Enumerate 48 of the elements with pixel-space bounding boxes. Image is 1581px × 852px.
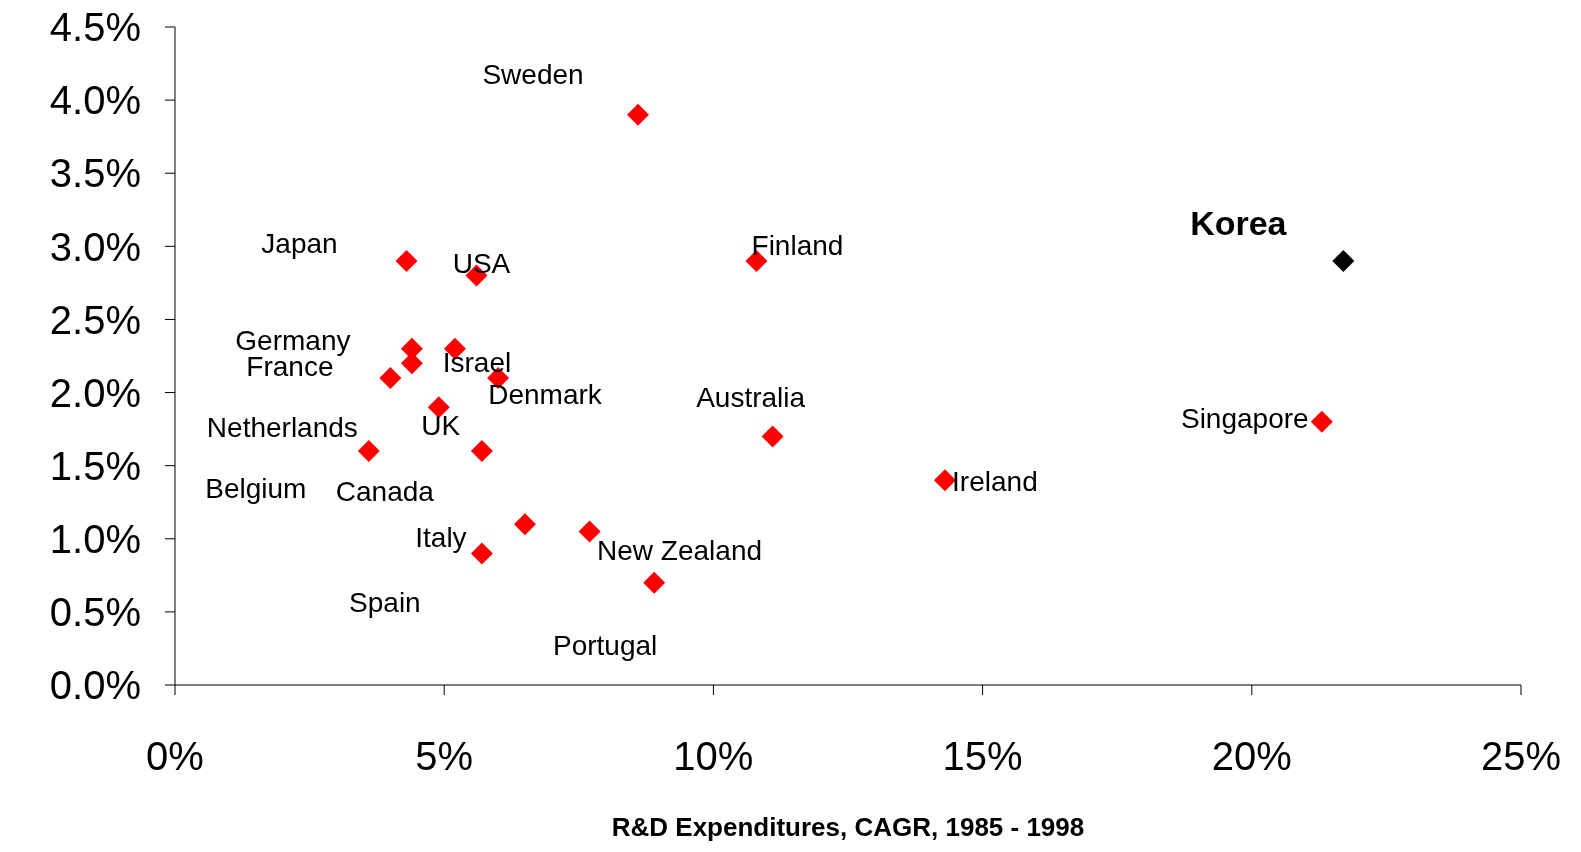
point bbox=[933, 469, 956, 492]
annotation: Finland bbox=[751, 230, 844, 262]
y-tick-label: 2.0% bbox=[49, 370, 141, 415]
annotation: Spain bbox=[349, 586, 421, 618]
annotation: UK bbox=[421, 409, 461, 441]
point bbox=[379, 366, 402, 389]
point bbox=[470, 440, 493, 463]
point bbox=[1310, 410, 1333, 433]
y-tick-label: 1.5% bbox=[49, 443, 141, 488]
x-tick-label: 25% bbox=[1480, 734, 1562, 779]
annotation: Israel bbox=[442, 347, 512, 379]
x-tick-label: 20% bbox=[1211, 734, 1292, 779]
annotation: Denmark bbox=[488, 379, 603, 411]
point bbox=[761, 425, 784, 448]
y-tick-label: 1.0% bbox=[49, 516, 141, 561]
x-tick-label: 5% bbox=[415, 734, 474, 779]
annotation: Netherlands bbox=[206, 412, 358, 444]
y-tick-label: 2.5% bbox=[49, 297, 141, 342]
annotation: USA bbox=[452, 248, 511, 280]
point bbox=[513, 513, 536, 536]
annotation: Belgium bbox=[205, 472, 307, 504]
point bbox=[578, 520, 601, 543]
y-tick-label: 4.0% bbox=[49, 78, 141, 123]
annotation: Canada bbox=[335, 475, 435, 507]
y-tick-label: 3.5% bbox=[49, 151, 141, 196]
x-tick-label: 10% bbox=[673, 734, 754, 779]
annotation: Korea bbox=[1190, 203, 1288, 242]
y-tick-label: 0.0% bbox=[49, 663, 141, 708]
x-axis-title: R&D Expenditures, CAGR, 1985 - 1998 bbox=[611, 812, 1085, 842]
annotation: Ireland bbox=[952, 465, 1038, 497]
point bbox=[395, 249, 418, 272]
y-tick-label: 3.0% bbox=[49, 224, 141, 269]
annotation: Japan bbox=[261, 228, 338, 260]
annotation: Sweden bbox=[482, 59, 584, 91]
annotation: New Zealand bbox=[597, 534, 763, 566]
point bbox=[470, 542, 493, 565]
y-tick-label: 4.5% bbox=[49, 5, 141, 50]
point bbox=[1332, 249, 1355, 272]
annotation: Australia bbox=[696, 381, 806, 413]
point bbox=[627, 103, 650, 126]
y-tick-label: 0.5% bbox=[49, 590, 141, 635]
annotation: Italy bbox=[415, 521, 467, 553]
annotation: Singapore bbox=[1180, 403, 1309, 435]
point bbox=[357, 440, 380, 463]
annotation: Portugal bbox=[553, 630, 658, 662]
x-tick-label: 0% bbox=[146, 734, 204, 779]
x-tick-label: 15% bbox=[942, 734, 1023, 779]
point bbox=[643, 571, 666, 594]
